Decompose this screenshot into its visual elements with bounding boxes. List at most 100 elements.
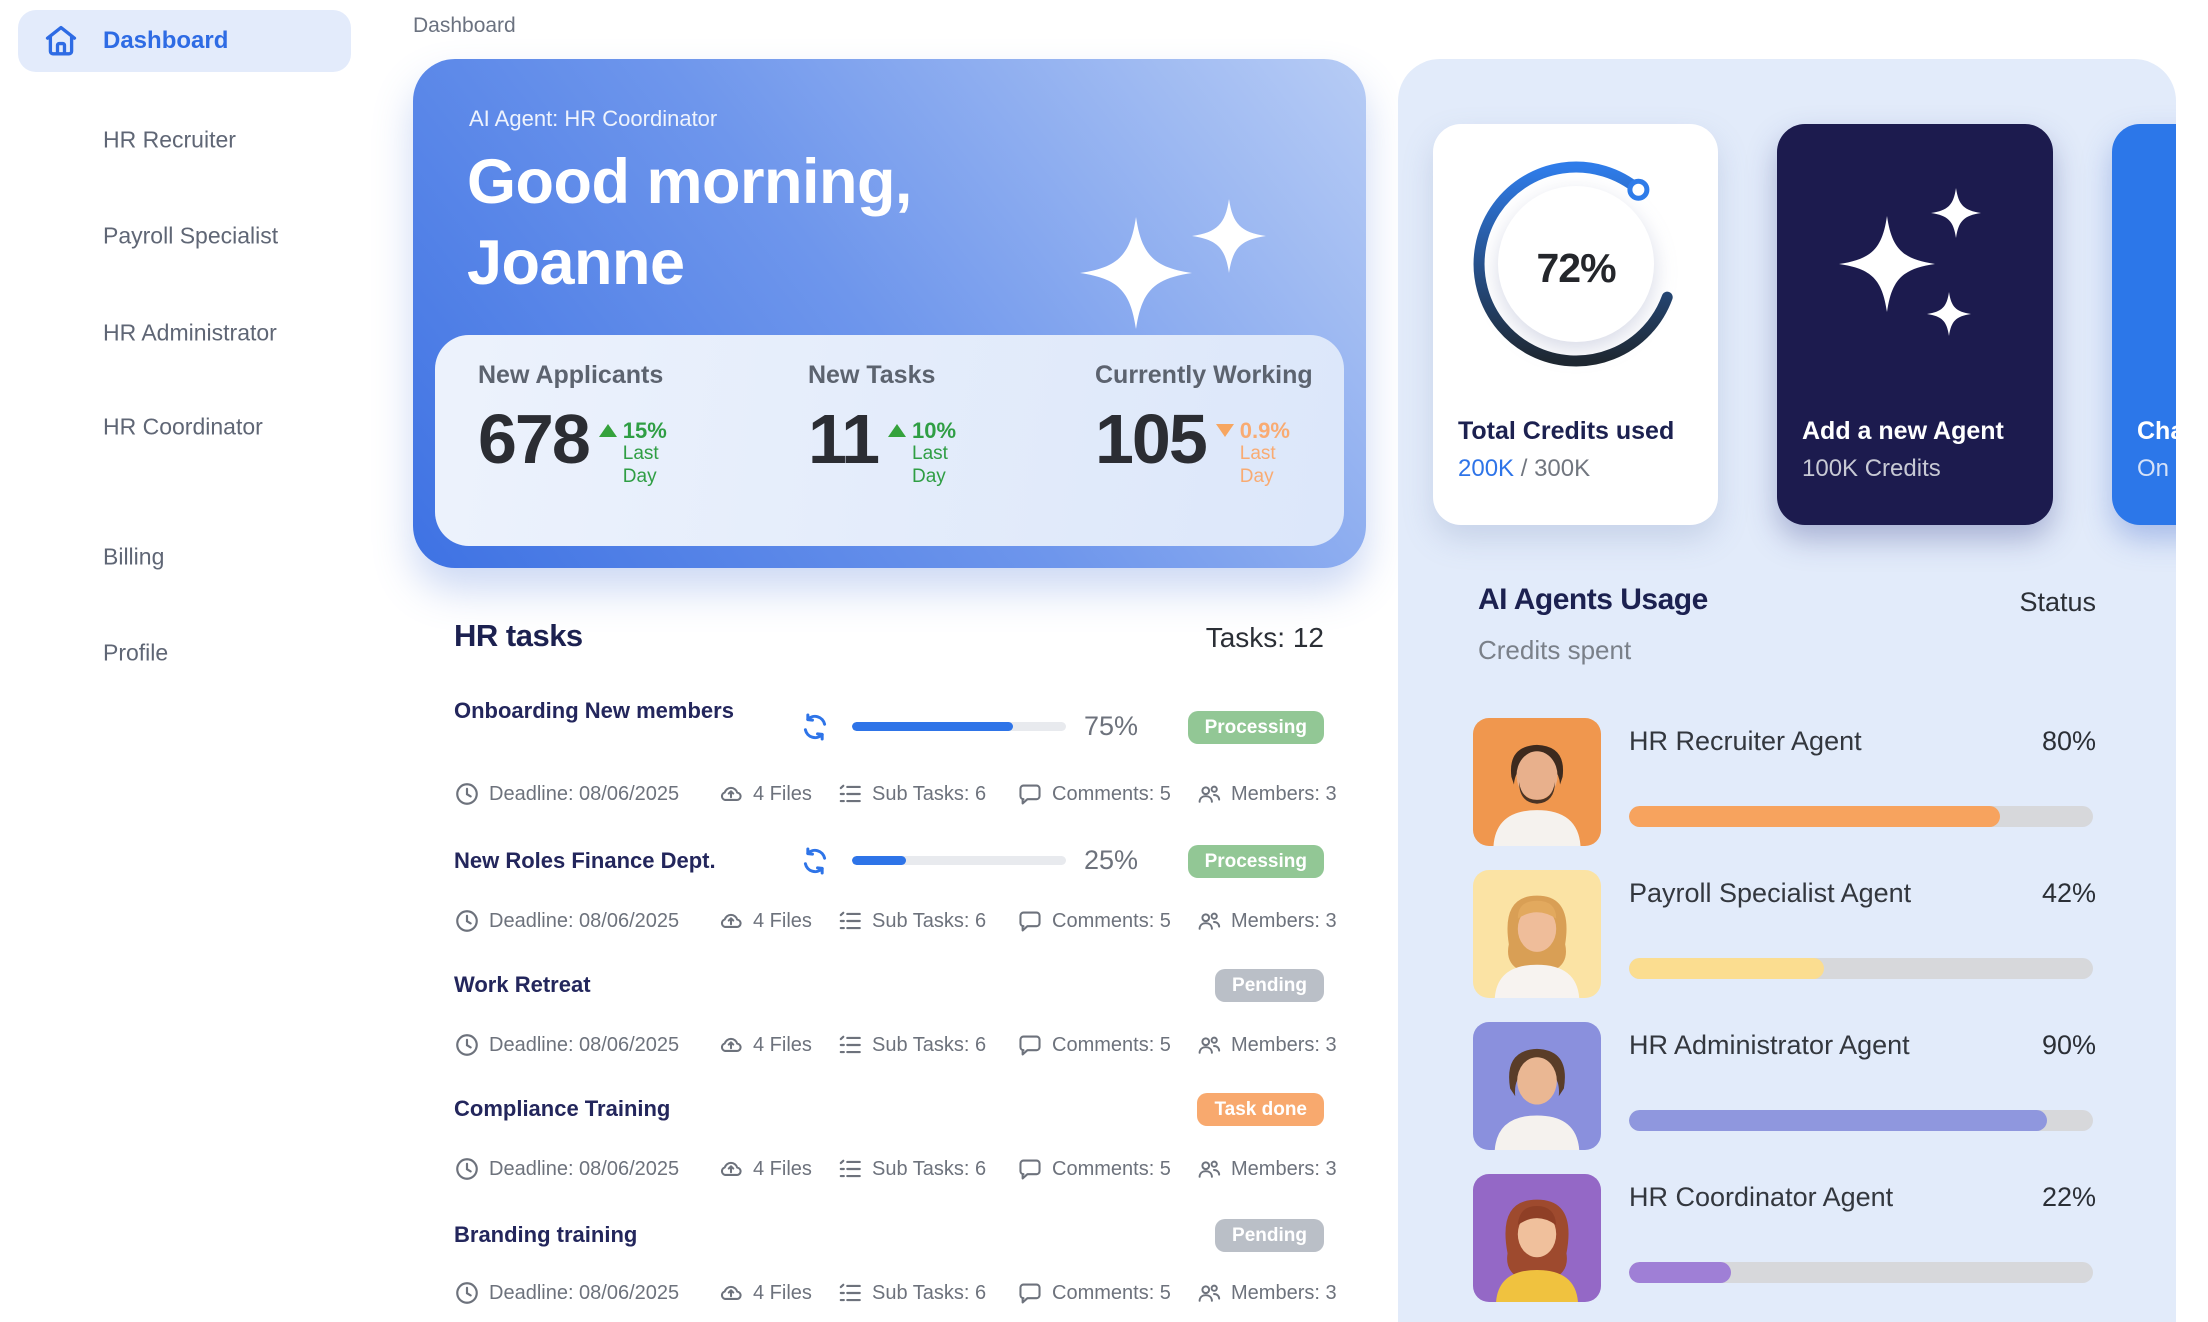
members-icon bbox=[1196, 1032, 1222, 1058]
add-agent-card[interactable]: Add a new Agent 100K Credits bbox=[1777, 124, 2053, 525]
agent-name: HR Recruiter Agent bbox=[1629, 726, 1862, 756]
clock-icon bbox=[454, 1280, 480, 1306]
greeting-card: AI Agent: HR Coordinator Good morning, J… bbox=[413, 59, 1366, 568]
trend-up-icon bbox=[888, 424, 906, 437]
task-row[interactable]: Work Retreat Pending Deadline: 08/06/202… bbox=[454, 969, 1337, 1074]
clock-icon bbox=[454, 1032, 480, 1058]
task-progress-label: 75% bbox=[1084, 711, 1139, 741]
checklist-icon bbox=[837, 781, 863, 807]
task-progress-label: 25% bbox=[1084, 845, 1139, 875]
sidebar-item-hr-coordinator[interactable]: HR Coordinator bbox=[103, 413, 263, 440]
task-members: Members: 3 bbox=[1196, 781, 1337, 807]
agent-row[interactable]: Payroll Specialist Agent 42% bbox=[1473, 870, 2096, 998]
sidebar: Dashboard HR Recruiter Payroll Specialis… bbox=[0, 0, 380, 1322]
cloud-upload-icon bbox=[718, 1032, 744, 1058]
task-deadline: Deadline: 08/06/2025 bbox=[454, 1156, 679, 1182]
sidebar-item-dashboard[interactable] bbox=[18, 10, 351, 72]
checklist-icon bbox=[837, 908, 863, 934]
agent-row[interactable]: HR Administrator Agent 90% bbox=[1473, 1022, 2096, 1150]
sparkles-icon bbox=[1080, 199, 1270, 334]
task-files: 4 Files bbox=[718, 908, 812, 934]
agent-usage-bar bbox=[1629, 1110, 2093, 1131]
sync-icon bbox=[800, 846, 830, 876]
cloud-upload-icon bbox=[718, 1280, 744, 1306]
task-members: Members: 3 bbox=[1196, 908, 1337, 934]
task-deadline: Deadline: 08/06/2025 bbox=[454, 1032, 679, 1058]
clock-icon bbox=[454, 1156, 480, 1182]
agent-percent: 22% bbox=[2041, 1182, 2096, 1212]
agents-status-label: Status bbox=[2019, 587, 2096, 617]
members-icon bbox=[1196, 1280, 1222, 1306]
status-badge: Pending bbox=[1215, 969, 1324, 1002]
task-files: 4 Files bbox=[718, 781, 812, 807]
stat-value: 105 bbox=[1095, 400, 1208, 478]
checklist-icon bbox=[837, 1032, 863, 1058]
task-files: 4 Files bbox=[718, 1156, 812, 1182]
task-row[interactable]: New Roles Finance Dept. 25% Processing D… bbox=[454, 845, 1337, 950]
chat-card-subtitle: On bbox=[2137, 455, 2170, 482]
status-badge: Task done bbox=[1197, 1093, 1324, 1126]
chat-card-title: Cha bbox=[2137, 417, 2176, 445]
credits-card-title: Total Credits used bbox=[1458, 417, 1675, 445]
stats-summary-card: New Applicants 678 15% Last Day New Task… bbox=[435, 335, 1344, 546]
task-members: Members: 3 bbox=[1196, 1032, 1337, 1058]
avatar bbox=[1473, 718, 1601, 846]
agent-usage-bar bbox=[1629, 1262, 2093, 1283]
avatar bbox=[1473, 1022, 1601, 1150]
sidebar-item-hr-recruiter[interactable]: HR Recruiter bbox=[103, 126, 236, 153]
cloud-upload-icon bbox=[718, 908, 744, 934]
trend-down-icon bbox=[1215, 424, 1234, 437]
sidebar-item-billing[interactable]: Billing bbox=[103, 543, 165, 570]
sidebar-item-profile[interactable]: Profile bbox=[103, 639, 169, 666]
comment-icon bbox=[1017, 1156, 1043, 1182]
clock-icon bbox=[454, 781, 480, 807]
task-members: Members: 3 bbox=[1196, 1280, 1337, 1306]
tasks-count: Tasks: 12 bbox=[1205, 622, 1324, 653]
status-badge: Pending bbox=[1215, 1219, 1324, 1252]
task-progress-bar bbox=[852, 722, 1066, 731]
tasks-section-title: HR tasks bbox=[454, 618, 583, 653]
comment-icon bbox=[1017, 781, 1043, 807]
agent-row[interactable]: HR Recruiter Agent 80% bbox=[1473, 718, 2096, 846]
task-subtasks: Sub Tasks: 6 bbox=[837, 1156, 986, 1182]
agent-usage-bar bbox=[1629, 958, 2093, 979]
stat-value: 678 bbox=[478, 400, 591, 478]
agent-name: Payroll Specialist Agent bbox=[1629, 878, 1912, 908]
chat-card[interactable]: Cha On bbox=[2112, 124, 2176, 525]
task-deadline: Deadline: 08/06/2025 bbox=[454, 781, 679, 807]
sparkles-icon bbox=[1839, 188, 1981, 336]
task-row[interactable]: Branding training Pending Deadline: 08/0… bbox=[454, 1219, 1337, 1322]
sidebar-item-payroll-specialist[interactable]: Payroll Specialist bbox=[103, 222, 279, 249]
agent-usage-bar bbox=[1629, 806, 2093, 827]
sidebar-item-dashboard-label[interactable]: Dashboard bbox=[103, 27, 229, 54]
agent-row[interactable]: HR Coordinator Agent 22% bbox=[1473, 1174, 2096, 1302]
add-agent-subtitle: 100K Credits bbox=[1802, 455, 1941, 482]
agent-percent: 42% bbox=[2041, 878, 2096, 908]
checklist-icon bbox=[837, 1156, 863, 1182]
task-comments: Comments: 5 bbox=[1017, 908, 1171, 934]
task-comments: Comments: 5 bbox=[1017, 1156, 1171, 1182]
credits-progress-ring: 72% bbox=[1461, 149, 1691, 379]
task-files: 4 Files bbox=[718, 1032, 812, 1058]
stat-value: 11 bbox=[808, 400, 880, 478]
task-subtasks: Sub Tasks: 6 bbox=[837, 781, 986, 807]
agent-name: HR Coordinator Agent bbox=[1629, 1182, 1894, 1212]
task-members: Members: 3 bbox=[1196, 1156, 1337, 1182]
task-row[interactable]: Onboarding New members 75% Processing De… bbox=[454, 695, 1337, 825]
cloud-upload-icon bbox=[718, 1156, 744, 1182]
members-icon bbox=[1196, 908, 1222, 934]
breadcrumb[interactable]: Dashboard bbox=[413, 14, 516, 37]
task-row[interactable]: Compliance Training Task done Deadline: … bbox=[454, 1093, 1337, 1198]
comment-icon bbox=[1017, 908, 1043, 934]
sidebar-item-hr-administrator[interactable]: HR Administrator bbox=[103, 319, 277, 346]
checklist-icon bbox=[837, 1280, 863, 1306]
task-files: 4 Files bbox=[718, 1280, 812, 1306]
agent-percent: 80% bbox=[2041, 726, 2096, 756]
total-credits-card: 72% Total Credits used 200K / 300K bbox=[1433, 124, 1718, 525]
greeting-title: Good morning, Joanne bbox=[467, 147, 912, 298]
add-agent-title: Add a new Agent bbox=[1802, 417, 2004, 445]
task-subtasks: Sub Tasks: 6 bbox=[837, 1032, 986, 1058]
agents-usage-subtitle: Credits spent bbox=[1478, 635, 1632, 665]
cloud-upload-icon bbox=[718, 781, 744, 807]
